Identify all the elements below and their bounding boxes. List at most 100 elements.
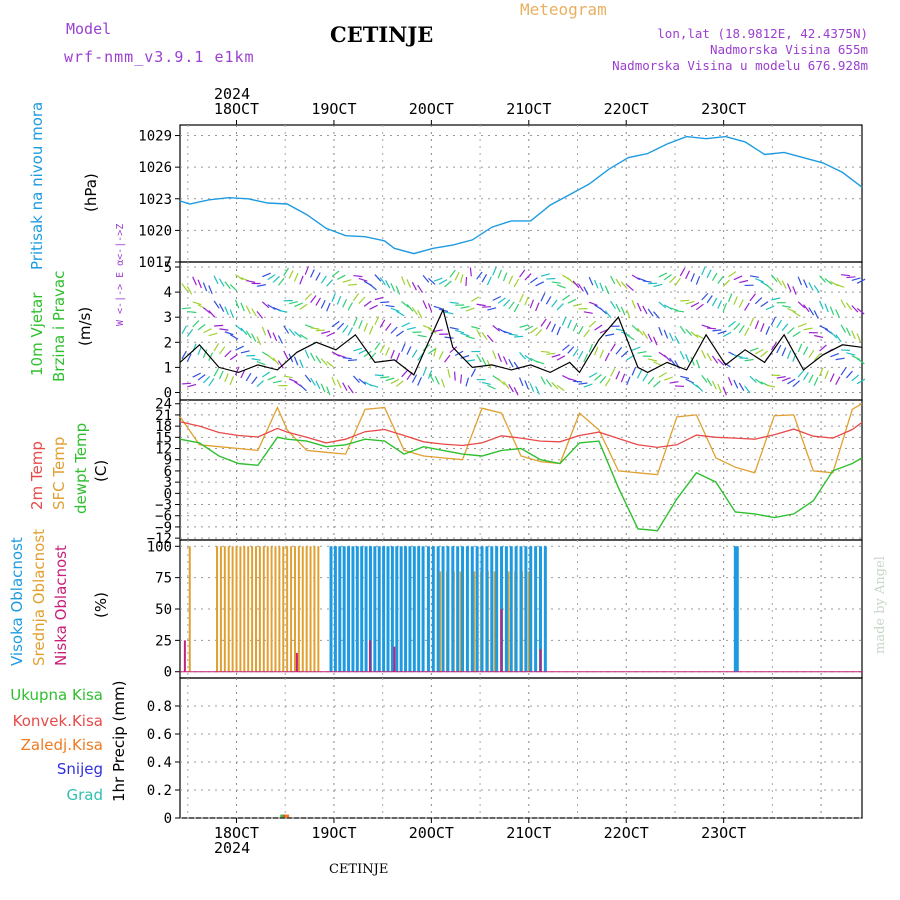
wind-arrow [514,335,524,338]
wind-arrow [792,380,800,388]
wind-arrow [562,294,571,301]
wind-arrow [819,275,827,283]
wind-arrow [653,361,662,367]
wind-arrow [813,353,821,361]
wind-arrow [304,266,310,275]
wind-arrow [315,272,321,281]
wind-arrow [519,352,527,360]
wind-arrow [203,307,211,314]
wind-arrow [636,327,644,336]
wind-arrow [277,277,285,286]
wind-arrow [427,303,433,313]
wind-arrow [658,272,668,278]
wind-arrow [701,324,711,329]
wind-arrow [336,379,342,389]
wind-arrow [695,384,704,392]
wind-arrow [428,277,436,285]
wind-arrow [803,327,813,331]
precip-frame [179,677,863,819]
wind-arrow [572,322,578,332]
model-label: Model [66,20,112,38]
wind-arrow [524,354,533,362]
wind-arrow [572,303,583,307]
wind-arrow [669,332,674,342]
wind-arrow [229,309,235,319]
precip-ytick-label: 0.4 [147,755,172,771]
wind-arrow [186,286,193,295]
wind-arrow [374,296,384,301]
wind-arrow [321,330,331,335]
wind-arrow [529,327,538,334]
wind-arrow [181,350,187,360]
wind-arrow [856,307,865,315]
wind-arrow [320,383,326,393]
wind-arrow [588,343,594,353]
wind-arrow [304,293,313,301]
wind-ytick-label: 1 [164,360,172,376]
wind-arrow [465,335,475,340]
wind-arrow [288,270,294,279]
wind-arrow [755,348,764,355]
wind-arrow [776,376,786,379]
wind-arrow [685,270,691,280]
legend-snow: Snijeg [56,760,103,778]
wind-arrow [535,302,540,312]
wind-arrow [347,385,354,394]
wind-arrow [267,274,276,281]
wind-arrow [417,284,424,294]
wind-arrow [347,327,354,336]
wind-arrow [594,374,602,381]
wind-arrow [545,321,552,330]
temperature-ytick-label: −12 [147,531,172,547]
model-name: wrf-nmm_v3.9.1 e1km [64,48,255,66]
wind-arrow [642,373,649,382]
wind-arrow [599,282,604,292]
wind-arrow [701,292,709,301]
wind-arrow [722,302,728,312]
wind-arrow [835,376,841,385]
wind-arrow [792,286,797,295]
wind-arrow [422,300,428,310]
wind-arrow [604,378,611,387]
wind-arrow [487,307,497,311]
wind-arrow [363,322,368,332]
wind-arrow [567,346,575,354]
wind-arrow [605,333,615,337]
wind-arrow [385,304,395,308]
wind-arrow [765,305,775,311]
wind-arrow [449,326,459,330]
wind-arrow [733,379,739,389]
wind-arrow [486,359,492,369]
wind-arrow [411,349,418,358]
wind-arrow [460,305,470,309]
wind-arrow [224,331,234,336]
top-year: 2024 [214,85,251,103]
wind-arrow [513,278,520,288]
legend-total-rain: Ukupna Kisa [10,686,103,704]
wind-arrow [369,283,377,291]
wind-arrow [481,381,491,385]
wind-arrow [454,371,456,381]
wind-arrow [208,352,214,361]
wind-arrow [229,284,238,292]
wind-arrow [690,273,695,282]
wind-arrow [524,325,534,331]
wind-arrow [417,376,422,386]
wind-arrow [272,357,280,365]
wind-arrow [385,280,391,289]
wind-arrow [573,380,583,383]
wind-arrow [717,383,722,393]
wind-arrow [679,267,686,277]
wind-arrow [685,353,690,363]
wind-arrow [545,296,552,305]
wind-arrow [433,347,437,357]
wind-arrow [797,343,803,353]
wind-arrow [680,375,690,380]
wind-arrow [310,377,316,386]
dewpt-line [179,436,863,532]
wind-arrow [744,327,750,336]
wind-arrow [417,334,427,338]
wind-arrow [835,309,840,318]
wind-arrow [706,377,713,387]
